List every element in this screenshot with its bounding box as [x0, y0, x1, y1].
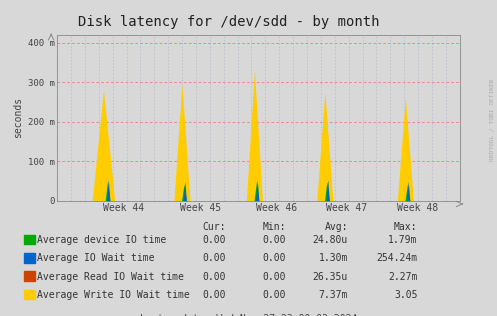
Text: 26.35u: 26.35u — [313, 272, 348, 282]
Text: Max:: Max: — [394, 222, 417, 232]
Text: Disk latency for /dev/sdd - by month: Disk latency for /dev/sdd - by month — [78, 15, 379, 29]
Text: 254.24m: 254.24m — [376, 253, 417, 264]
Text: 0.00: 0.00 — [203, 253, 226, 264]
Text: 1.79m: 1.79m — [388, 235, 417, 245]
Text: 1.30m: 1.30m — [319, 253, 348, 264]
Text: Min:: Min: — [262, 222, 286, 232]
Text: Cur:: Cur: — [203, 222, 226, 232]
Text: RRDTOOL / TOBI OETIKER: RRDTOOL / TOBI OETIKER — [490, 79, 495, 161]
Text: 0.00: 0.00 — [203, 235, 226, 245]
Text: Average Read IO Wait time: Average Read IO Wait time — [37, 272, 184, 282]
Y-axis label: seconds: seconds — [13, 97, 23, 138]
Text: Avg:: Avg: — [325, 222, 348, 232]
Text: 3.05: 3.05 — [394, 290, 417, 300]
Text: 2.27m: 2.27m — [388, 272, 417, 282]
Text: Average device IO time: Average device IO time — [37, 235, 166, 245]
Text: Last update: Wed Nov 27 23:00:03 2024: Last update: Wed Nov 27 23:00:03 2024 — [140, 314, 357, 316]
Text: 0.00: 0.00 — [262, 235, 286, 245]
Text: Average Write IO Wait time: Average Write IO Wait time — [37, 290, 190, 300]
Text: 0.00: 0.00 — [262, 272, 286, 282]
Text: 0.00: 0.00 — [262, 253, 286, 264]
Text: 0.00: 0.00 — [262, 290, 286, 300]
Text: 0.00: 0.00 — [203, 272, 226, 282]
Text: 24.80u: 24.80u — [313, 235, 348, 245]
Text: 0.00: 0.00 — [203, 290, 226, 300]
Text: 7.37m: 7.37m — [319, 290, 348, 300]
Text: Average IO Wait time: Average IO Wait time — [37, 253, 155, 264]
